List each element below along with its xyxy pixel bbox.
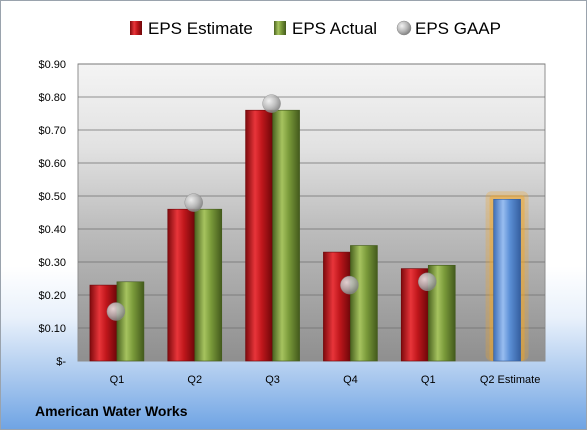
highlight-layer xyxy=(485,191,529,362)
x-tick-label: Q3 xyxy=(265,374,280,386)
y-tick-label: $0.10 xyxy=(38,323,66,335)
gaap-point xyxy=(106,302,126,321)
x-tick-label: Q2 xyxy=(187,374,202,386)
company-name: American Water Works xyxy=(35,403,188,419)
y-tick-label: $0.30 xyxy=(38,257,66,269)
x-tick-label: Q1 xyxy=(421,374,436,386)
bar-eps-estimate xyxy=(400,268,429,362)
y-tick-label: $0.90 xyxy=(38,59,66,71)
y-tick-label: $0.80 xyxy=(38,92,66,104)
y-tick-label: $0.20 xyxy=(38,290,66,302)
legend-swatch xyxy=(130,21,142,35)
bar-eps-estimate xyxy=(167,208,196,362)
legend-label: EPS GAAP xyxy=(415,19,501,38)
bar-q2-estimate xyxy=(493,199,521,362)
y-tick-label: $0.40 xyxy=(38,224,66,236)
legend-label: EPS Actual xyxy=(292,19,377,38)
x-tick-label: Q1 xyxy=(110,374,125,386)
x-tick-label: Q2 Estimate xyxy=(480,374,541,386)
y-tick-label: $0.70 xyxy=(38,125,66,137)
y-tick-label: $0.60 xyxy=(38,158,66,170)
legend-label: EPS Estimate xyxy=(148,19,253,38)
legend-swatch xyxy=(274,21,286,35)
bar-eps-estimate xyxy=(323,251,351,362)
plot-area xyxy=(77,63,546,362)
bars xyxy=(89,109,456,362)
bar-eps-actual xyxy=(116,281,145,362)
legend: EPS Estimate EPS Actual EPS GAAP xyxy=(130,19,501,38)
gaap-point xyxy=(418,272,437,292)
bar-eps-estimate xyxy=(89,284,118,362)
gaap-point xyxy=(340,275,359,295)
y-tick-label: $- xyxy=(56,356,66,368)
bar-eps-estimate xyxy=(245,109,273,362)
gaap-points xyxy=(106,94,437,321)
bar-eps-actual xyxy=(350,245,378,362)
bar-eps-actual xyxy=(194,208,223,362)
gaap-point xyxy=(184,193,203,212)
y-tick-label: $0.50 xyxy=(38,191,66,203)
gaap-point xyxy=(262,94,281,113)
x-axis-ticks: Q1 Q2 Q3 Q4 Q1 Q2 Estimate xyxy=(110,374,541,386)
legend-swatch xyxy=(396,20,412,36)
bar-eps-actual xyxy=(272,109,300,362)
gridlines xyxy=(78,63,545,329)
y-axis-ticks: $- $0.10 $0.20 $0.30 $0.40 $0.50 $0.60 $0.70 $0.… xyxy=(38,59,66,368)
x-tick-label: Q4 xyxy=(343,374,358,386)
